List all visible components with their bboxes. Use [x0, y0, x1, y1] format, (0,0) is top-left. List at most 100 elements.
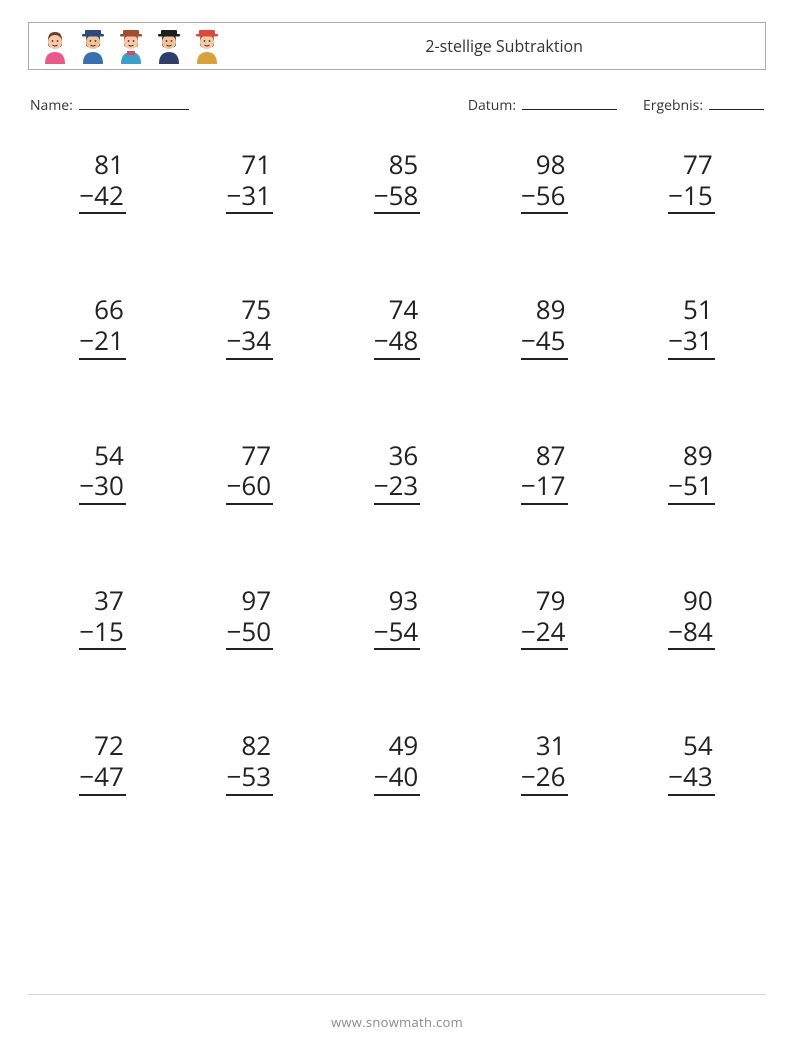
answer-blank[interactable] — [374, 650, 421, 674]
problem-inner: 85 −58 — [374, 149, 421, 238]
problem-8: 74 −48 — [328, 294, 465, 383]
answer-blank[interactable] — [79, 796, 126, 820]
subtrahend-row: −60 — [226, 470, 273, 505]
problem-15: 89 −51 — [623, 440, 760, 529]
avatar-graduate-icon — [155, 28, 183, 64]
answer-blank[interactable] — [374, 505, 421, 529]
avatar-firefighter-icon — [193, 28, 221, 64]
answer-blank[interactable] — [521, 796, 568, 820]
problem-inner: 49 −40 — [374, 730, 421, 819]
minus-icon: − — [521, 758, 536, 794]
minus-icon: − — [226, 467, 241, 503]
answer-blank[interactable] — [226, 505, 273, 529]
answer-blank[interactable] — [521, 505, 568, 529]
subtrahend: 58 — [389, 177, 419, 213]
problem-23: 49 −40 — [328, 730, 465, 819]
subtrahend: 53 — [241, 758, 271, 794]
subtrahend: 40 — [389, 758, 419, 794]
subtrahend: 45 — [536, 322, 566, 358]
answer-blank[interactable] — [521, 214, 568, 238]
minuend: 87 — [521, 440, 568, 471]
minuend: 89 — [521, 294, 568, 325]
subtrahend-row: −50 — [226, 616, 273, 651]
problem-2: 71 −31 — [181, 149, 318, 238]
subtrahend-row: −23 — [374, 470, 421, 505]
minuend: 36 — [374, 440, 421, 471]
minus-icon: − — [668, 758, 683, 794]
problem-inner: 89 −51 — [668, 440, 715, 529]
answer-blank[interactable] — [79, 360, 126, 384]
problem-inner: 77 −15 — [668, 149, 715, 238]
name-blank[interactable] — [79, 96, 189, 110]
answer-blank[interactable] — [79, 505, 126, 529]
problem-inner: 31 −26 — [521, 730, 568, 819]
problem-14: 87 −17 — [476, 440, 613, 529]
answer-blank[interactable] — [79, 214, 126, 238]
subtrahend: 23 — [389, 467, 419, 503]
problem-inner: 75 −34 — [226, 294, 273, 383]
minus-icon: − — [374, 758, 389, 794]
minuend: 71 — [226, 149, 273, 180]
answer-blank[interactable] — [668, 796, 715, 820]
minus-icon: − — [79, 322, 94, 358]
avatar-police-icon — [79, 28, 107, 64]
subtrahend-row: −34 — [226, 325, 273, 360]
problem-inner: 77 −60 — [226, 440, 273, 529]
avatar-attendant-icon — [117, 28, 145, 64]
subtrahend-row: −40 — [374, 761, 421, 796]
answer-blank[interactable] — [374, 796, 421, 820]
date-blank[interactable] — [522, 96, 617, 110]
problem-inner: 82 −53 — [226, 730, 273, 819]
answer-blank[interactable] — [521, 360, 568, 384]
minus-icon: − — [374, 322, 389, 358]
minuend: 77 — [668, 149, 715, 180]
answer-blank[interactable] — [668, 650, 715, 674]
subtrahend: 43 — [683, 758, 713, 794]
answer-blank[interactable] — [226, 214, 273, 238]
subtrahend: 21 — [94, 322, 124, 358]
answer-blank[interactable] — [226, 360, 273, 384]
subtrahend-row: −42 — [79, 180, 126, 215]
answer-blank[interactable] — [668, 214, 715, 238]
worksheet-page: 2-stellige Subtraktion Name: Datum: Erge… — [0, 0, 794, 1053]
subtrahend-row: −58 — [374, 180, 421, 215]
problem-inner: 54 −43 — [668, 730, 715, 819]
answer-blank[interactable] — [521, 650, 568, 674]
problem-inner: 87 −17 — [521, 440, 568, 529]
minus-icon: − — [374, 613, 389, 649]
minuend: 75 — [226, 294, 273, 325]
problem-24: 31 −26 — [476, 730, 613, 819]
problem-16: 37 −15 — [34, 585, 171, 674]
name-field: Name: — [30, 96, 189, 115]
subtrahend-row: −17 — [521, 470, 568, 505]
answer-blank[interactable] — [374, 360, 421, 384]
result-blank[interactable] — [709, 96, 764, 110]
answer-blank[interactable] — [226, 650, 273, 674]
subtrahend: 15 — [683, 177, 713, 213]
minuend: 79 — [521, 585, 568, 616]
minuend: 54 — [668, 730, 715, 761]
answer-blank[interactable] — [226, 796, 273, 820]
worksheet-title: 2-stellige Subtraktion — [425, 35, 583, 57]
subtrahend-row: −47 — [79, 761, 126, 796]
problem-13: 36 −23 — [328, 440, 465, 529]
subtrahend: 30 — [94, 467, 124, 503]
answer-blank[interactable] — [79, 650, 126, 674]
answer-blank[interactable] — [668, 505, 715, 529]
date-label: Datum: — [468, 96, 516, 115]
problem-inner: 72 −47 — [79, 730, 126, 819]
minus-icon: − — [226, 758, 241, 794]
problem-inner: 51 −31 — [668, 294, 715, 383]
name-label: Name: — [30, 96, 73, 115]
problem-21: 72 −47 — [34, 730, 171, 819]
minuend: 72 — [79, 730, 126, 761]
answer-blank[interactable] — [668, 360, 715, 384]
subtrahend: 84 — [683, 613, 713, 649]
minus-icon: − — [374, 467, 389, 503]
subtrahend: 34 — [241, 322, 271, 358]
minuend: 51 — [668, 294, 715, 325]
problem-19: 79 −24 — [476, 585, 613, 674]
subtrahend: 26 — [536, 758, 566, 794]
footer-divider — [28, 994, 766, 995]
answer-blank[interactable] — [374, 214, 421, 238]
